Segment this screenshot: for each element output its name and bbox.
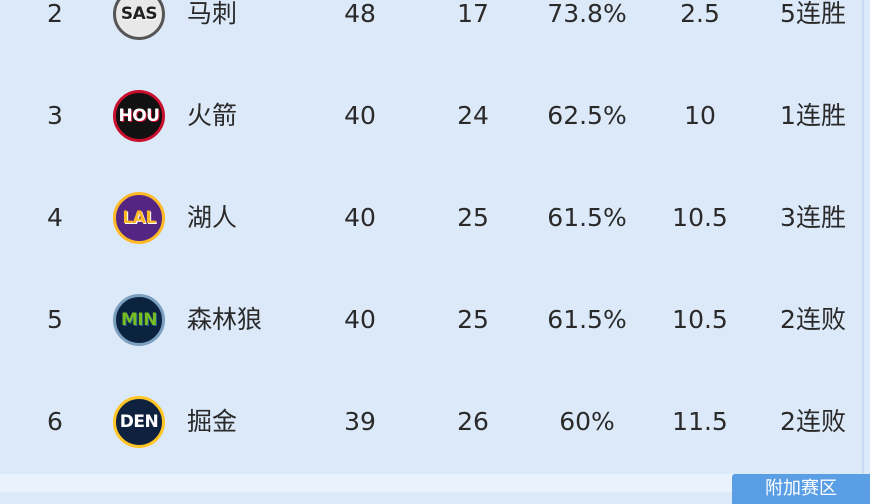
wins: 40	[344, 203, 376, 232]
streak: 5连胜	[780, 0, 846, 28]
team-logo: SAS	[113, 0, 165, 40]
team-name: 森林狼	[187, 305, 263, 334]
streak: 2连败	[780, 407, 846, 436]
win-pct: 73.8%	[547, 0, 627, 28]
rank: 4	[47, 203, 63, 232]
losses: 25	[457, 203, 489, 232]
streak: 1连胜	[780, 101, 846, 130]
games-behind: 10.5	[672, 203, 728, 232]
streak: 2连败	[780, 305, 846, 334]
win-pct: 61.5%	[547, 305, 627, 334]
win-pct: 60%	[559, 407, 615, 436]
losses: 25	[457, 305, 489, 334]
games-behind: 2.5	[680, 0, 720, 28]
panel-edge	[862, 0, 864, 474]
playin-button[interactable]: 附加赛区	[732, 474, 870, 504]
team-name: 马刺	[187, 0, 238, 28]
rank: 2	[47, 0, 63, 28]
wins: 40	[344, 101, 376, 130]
win-pct: 62.5%	[547, 101, 627, 130]
rank: 3	[47, 101, 63, 130]
wins: 40	[344, 305, 376, 334]
wins: 48	[344, 0, 376, 28]
team-logo: MIN	[113, 294, 165, 346]
games-behind: 10	[684, 101, 716, 130]
losses: 17	[457, 0, 489, 28]
team-logo: HOU	[113, 90, 165, 142]
footer-band	[0, 474, 870, 492]
streak: 3连胜	[780, 203, 846, 232]
rank: 6	[47, 407, 63, 436]
games-behind: 10.5	[672, 305, 728, 334]
team-logo: DEN	[113, 396, 165, 448]
team-name: 火箭	[187, 101, 238, 130]
win-pct: 61.5%	[547, 203, 627, 232]
team-logo: LAL	[113, 192, 165, 244]
rank: 5	[47, 305, 63, 334]
losses: 26	[457, 407, 489, 436]
team-name: 湖人	[187, 203, 238, 232]
team-name: 掘金	[187, 407, 238, 436]
wins: 39	[344, 407, 376, 436]
losses: 24	[457, 101, 489, 130]
games-behind: 11.5	[672, 407, 728, 436]
